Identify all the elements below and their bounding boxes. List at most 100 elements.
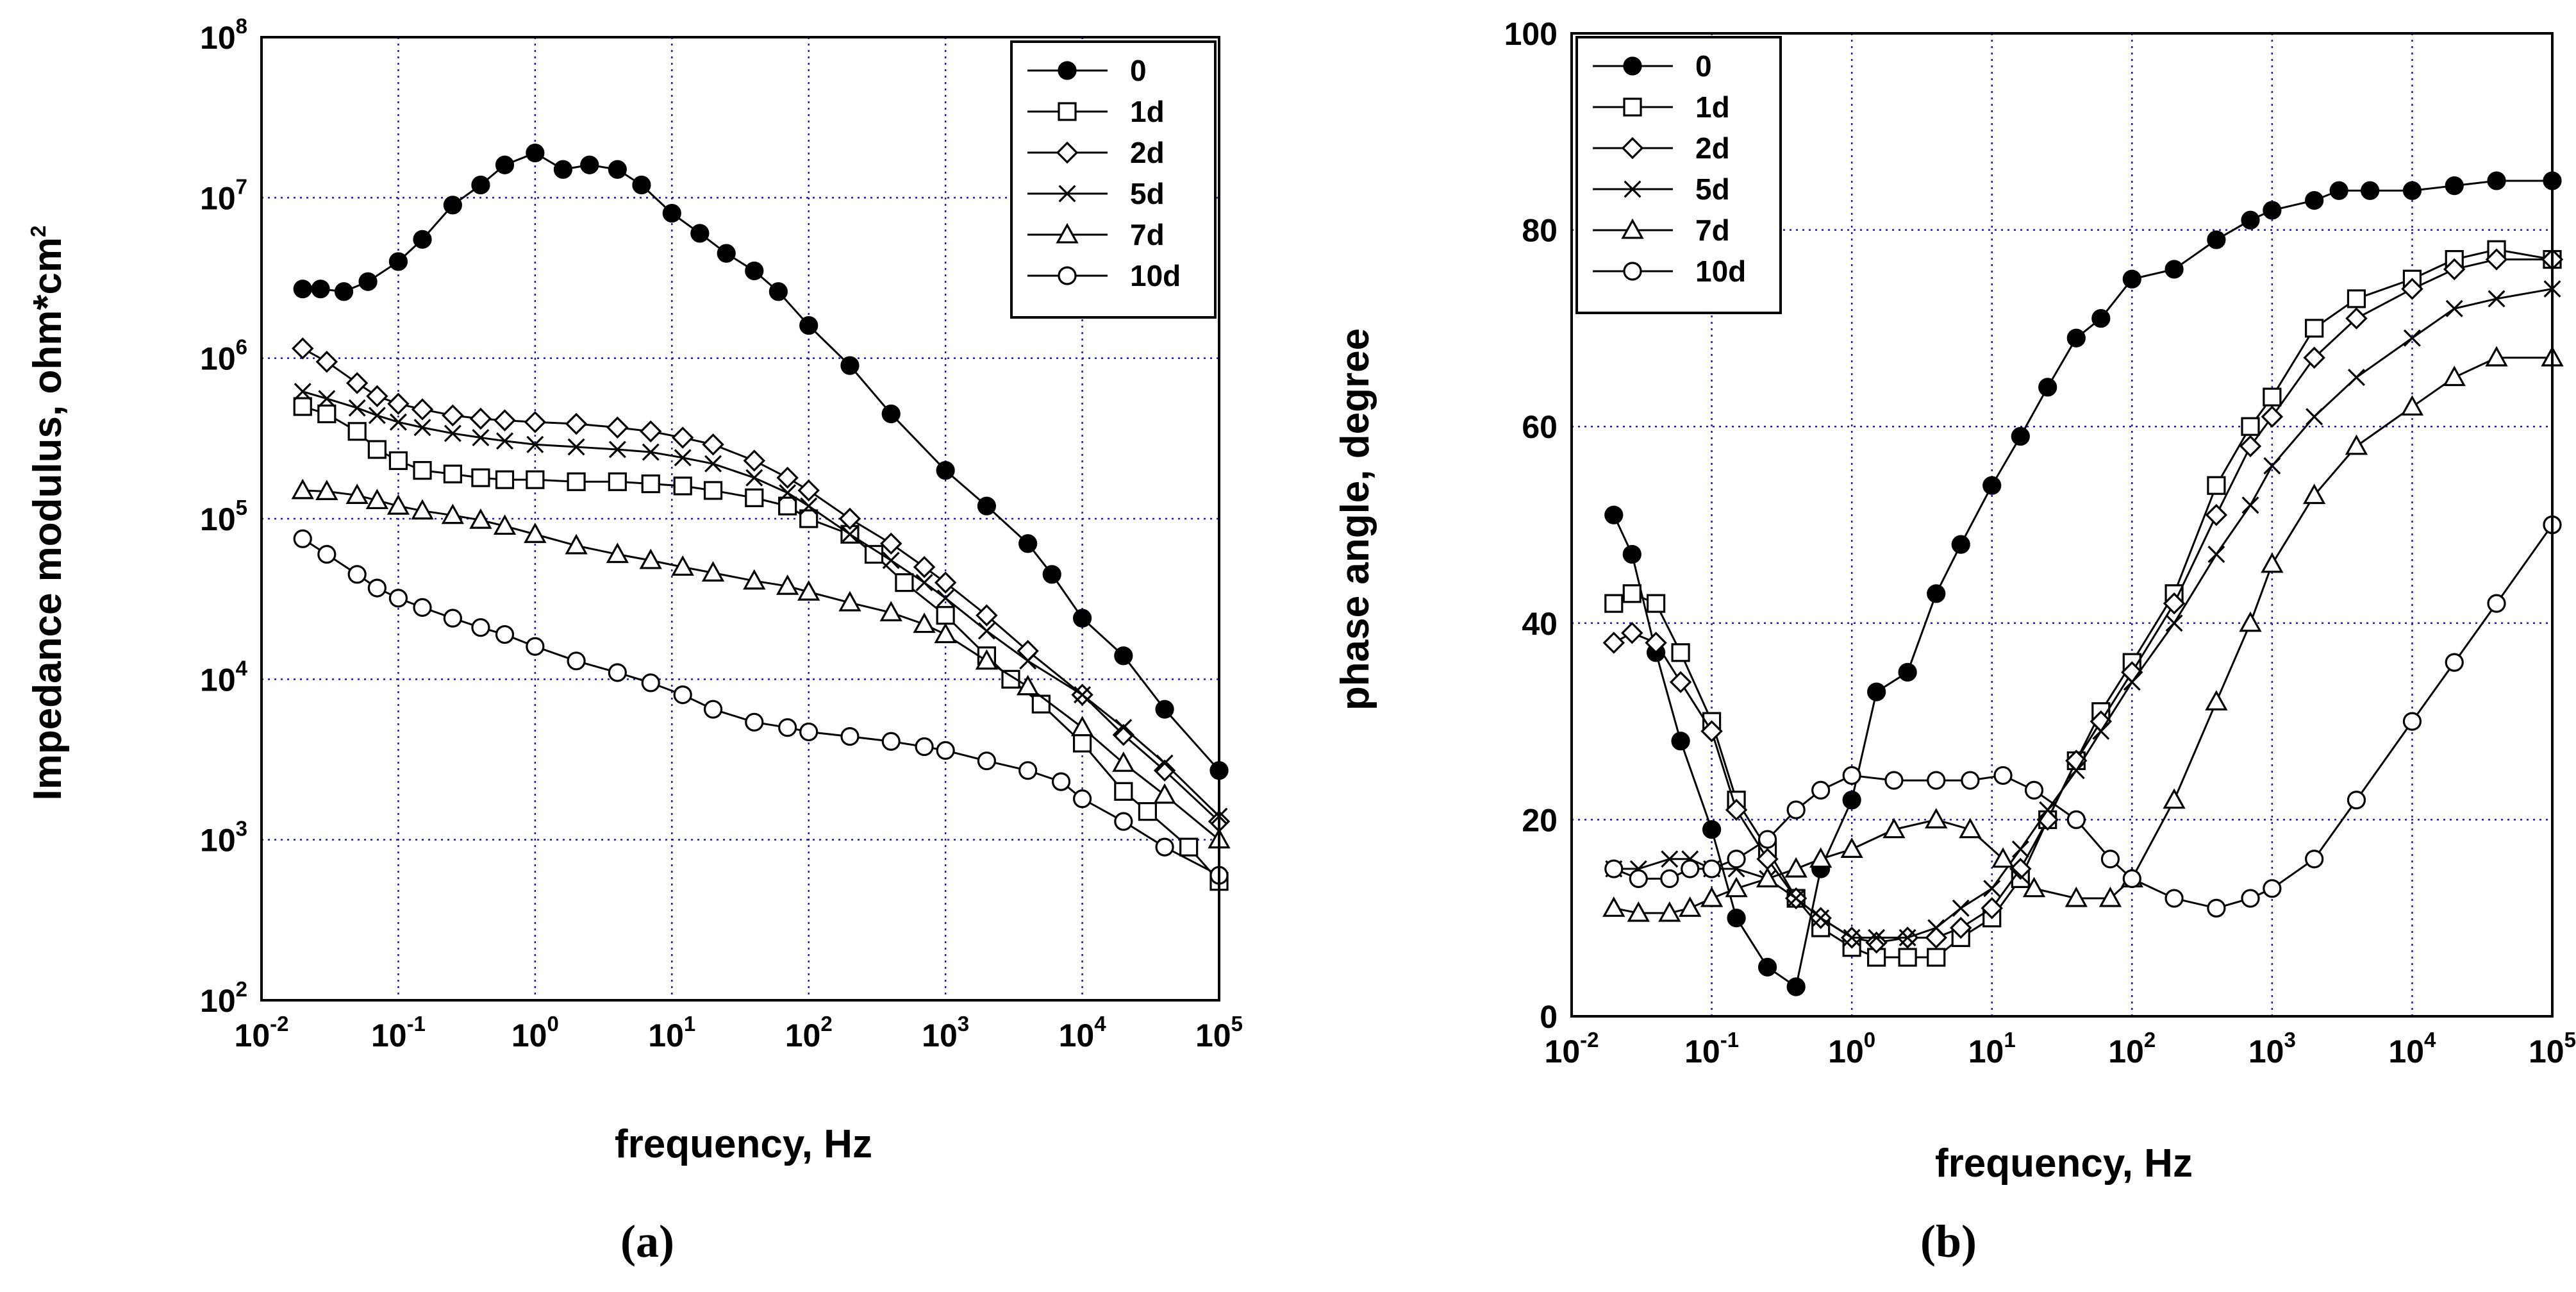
legend-label: 5d (1695, 172, 1730, 206)
data-point (1756, 867, 1779, 887)
y-tick-label: 60 (1522, 409, 1558, 445)
legend-marker (1056, 141, 1079, 164)
data-point (495, 155, 515, 174)
data-point (745, 261, 764, 281)
data-point (2205, 690, 2228, 711)
data-point (365, 489, 389, 510)
data-point (553, 160, 573, 179)
data-point (841, 525, 859, 543)
y-tick-label: 105 (200, 496, 247, 537)
data-point (1114, 646, 1133, 666)
data-point (2345, 307, 2368, 330)
x-tick-label: 10-1 (1684, 1028, 1739, 1070)
data-point (388, 252, 408, 271)
data-point (2122, 269, 2141, 289)
legend-label: 2d (1695, 131, 1730, 165)
x-tick-base: 10 (1968, 1034, 2004, 1070)
data-point (567, 651, 586, 671)
data-point (1898, 662, 1917, 682)
legend-marker (1623, 56, 1642, 76)
x-tick-base: 10 (922, 1018, 958, 1053)
data-point (2488, 290, 2505, 308)
series-line (1613, 524, 2554, 909)
x-tick-label: 105 (2529, 1028, 2576, 1070)
legend-label: 1d (1695, 90, 1730, 124)
data-point (1018, 534, 1038, 553)
legend-entry: 10d (1593, 255, 1746, 288)
data-point (1629, 869, 1648, 888)
data-point (641, 474, 660, 494)
chart-panel-b: 10-2 10-1 100 101 102 103 104 105 020406080100 … (1333, 16, 2576, 1267)
data-point (778, 718, 797, 737)
data-point (1604, 505, 1624, 524)
data-point (1867, 682, 1886, 701)
data-point (1070, 716, 1094, 737)
x-tick-exponent: 0 (547, 1012, 558, 1036)
data-point (915, 737, 934, 757)
y-axis-label-a-superscript: 2 (26, 226, 50, 237)
x-tick-base: 10 (1828, 1034, 1864, 1070)
legend-label: 5d (1130, 177, 1165, 210)
data-point (2066, 810, 2086, 830)
data-point (703, 481, 723, 500)
legend-entry: 2d (1027, 136, 1165, 169)
data-point (895, 573, 914, 592)
y-axis-label-b: phase angle, degree (1333, 328, 1377, 710)
series-layer-b (1602, 171, 2564, 996)
data-point (799, 509, 819, 528)
data-point (2239, 611, 2262, 632)
data-point (292, 337, 314, 360)
y-tick-exponent: 3 (236, 817, 247, 841)
data-point (2024, 780, 2044, 800)
legend-label: 7d (1695, 214, 1730, 247)
y-tick-base: 10 (200, 180, 236, 216)
series-1d (293, 397, 1229, 891)
data-point (838, 591, 861, 612)
data-point (2207, 898, 2226, 918)
legend-marker (1058, 61, 1077, 80)
data-point (2302, 483, 2326, 505)
data-point (936, 589, 954, 607)
data-point (640, 420, 662, 443)
data-point (1757, 830, 1777, 849)
data-point (934, 571, 957, 594)
data-point (367, 440, 386, 459)
data-point (334, 282, 354, 301)
data-point (2022, 877, 2046, 898)
legend-box (1010, 40, 1217, 319)
data-point (1051, 772, 1071, 791)
x-tick-exponent: -1 (407, 1012, 426, 1036)
y-tick-label: 108 (200, 14, 247, 56)
data-point (1602, 896, 1625, 917)
data-point (1072, 734, 1092, 753)
legend-marker (1056, 222, 1079, 244)
data-point (2038, 378, 2057, 397)
data-point (1072, 789, 1092, 809)
data-point (1952, 899, 1970, 917)
data-point (879, 601, 902, 622)
data-point (444, 424, 461, 442)
data-point (776, 466, 799, 489)
x-tick-labels-b: 10-2 10-1 100 101 102 103 104 105 (1545, 1028, 2576, 1070)
legend-label: 0 (1130, 54, 1147, 87)
data-point (1042, 565, 1061, 584)
data-point (2039, 801, 2057, 819)
data-point (496, 432, 513, 450)
data-point (1899, 928, 1916, 946)
data-point (1842, 791, 1861, 810)
data-point (443, 608, 462, 628)
data-point (345, 483, 369, 504)
data-point (1658, 901, 1681, 922)
panel-label-b: (b) (1920, 1216, 1977, 1267)
x-tick-exponent: 0 (1864, 1028, 1875, 1052)
data-point (1627, 901, 1650, 922)
data-point (1927, 919, 1945, 937)
data-point (879, 532, 902, 555)
x-tick-label: 103 (922, 1012, 969, 1053)
data-point (608, 663, 627, 682)
data-point (1115, 719, 1133, 737)
data-point (387, 392, 410, 415)
plot-frame-b (1570, 32, 2554, 1018)
x-tick-label: 103 (2248, 1028, 2296, 1070)
